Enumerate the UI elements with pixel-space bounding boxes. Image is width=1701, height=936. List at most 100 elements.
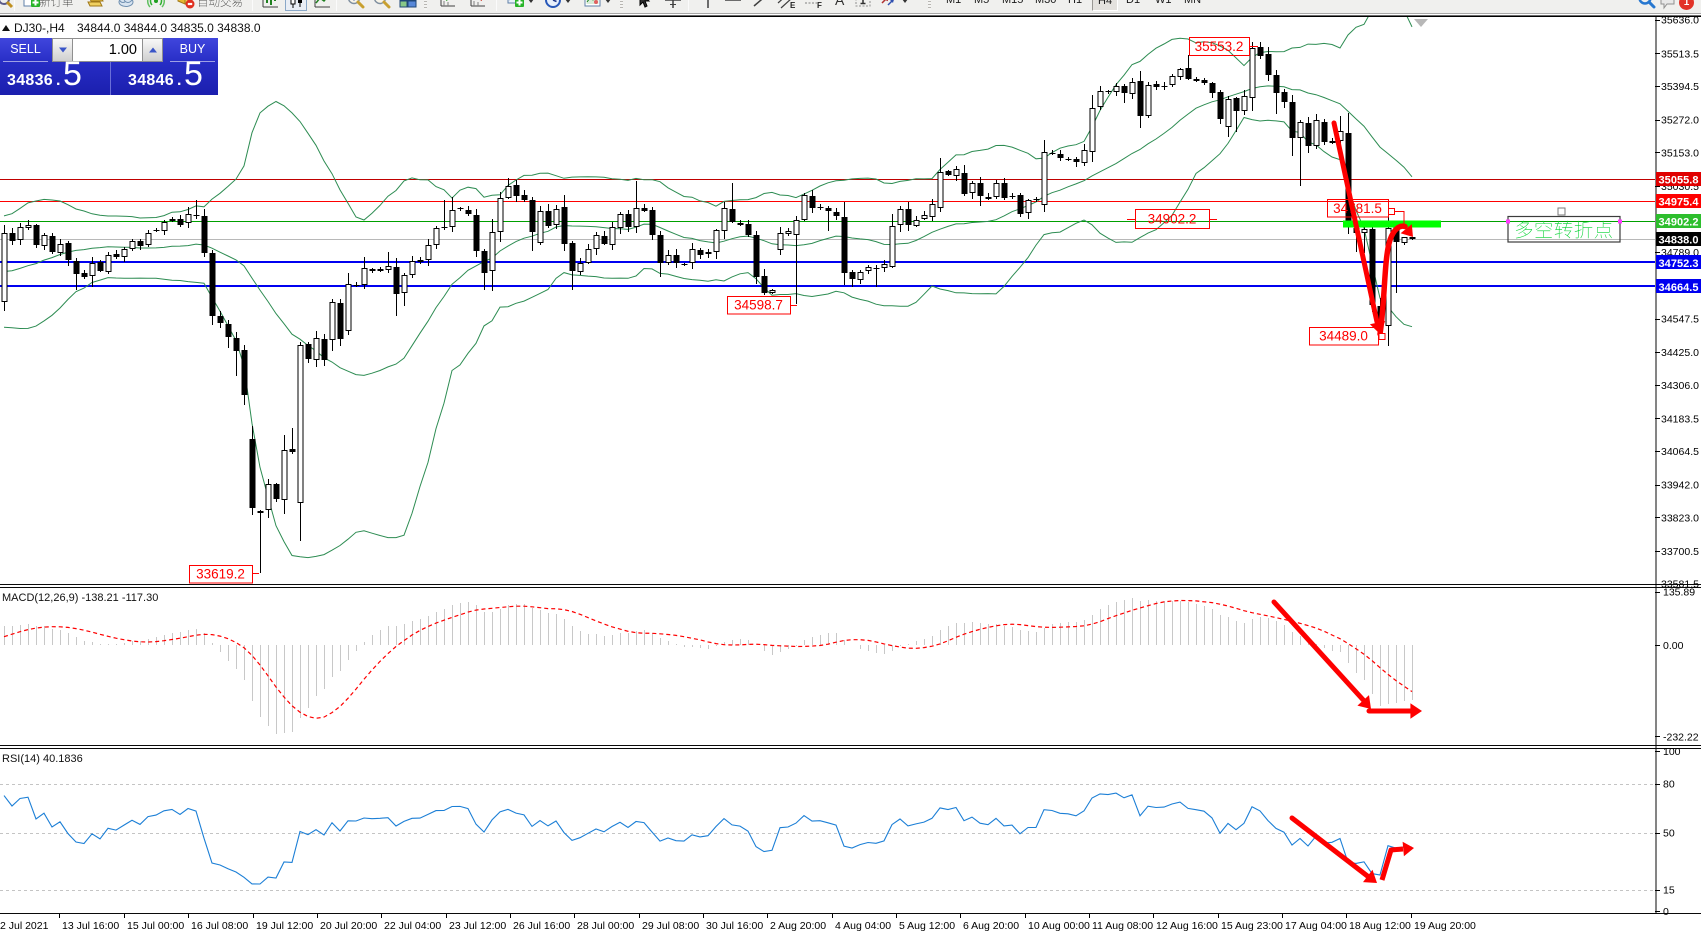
- text-label: 34664.5: [1659, 282, 1699, 294]
- zoom-out-icon[interactable]: [371, 0, 393, 11]
- time-label: 28 Jul 00:00: [577, 920, 634, 932]
- macd-title: MACD(12,26,9) -138.21 -117.30: [2, 592, 158, 604]
- time-label: 18 Aug 12:00: [1349, 920, 1411, 932]
- market-watch-icon[interactable]: [85, 0, 107, 11]
- indicators-add-icon[interactable]: [505, 0, 527, 11]
- sell-price[interactable]: 34836. 5: [0, 55, 108, 95]
- notification-badge[interactable]: 1: [1679, 0, 1694, 10]
- text-object-turning-point[interactable]: [1506, 207, 1622, 243]
- autotrade-label[interactable]: [196, 0, 244, 10]
- rsi-tick-label: 15: [1663, 885, 1675, 897]
- bollinger-upper-band: [3, 17, 1413, 221]
- sell-price-main: 34836: [7, 72, 53, 89]
- vertical-line-icon[interactable]: [697, 0, 719, 11]
- volume-input[interactable]: 1.00: [73, 38, 142, 62]
- text-label: 33619.2: [196, 566, 245, 581]
- price-label-35553.2[interactable]: 35553.2: [1189, 37, 1259, 56]
- chat-icon[interactable]: [1658, 0, 1680, 11]
- profile-prev-icon[interactable]: [467, 0, 489, 11]
- macd-signal-line: [3, 599, 1413, 719]
- new-order-icon[interactable]: [21, 0, 43, 11]
- timeframe-M5[interactable]: M5: [974, 0, 990, 6]
- time-label: 29 Jul 08:00: [642, 920, 699, 932]
- cloud-icon[interactable]: [115, 0, 137, 11]
- zoom-in-icon[interactable]: [345, 0, 367, 11]
- toolbar-separator: [252, 0, 253, 11]
- buy-price-dot: .: [177, 72, 182, 89]
- clipped-magnifier-icon[interactable]: [0, 0, 16, 11]
- time-axis[interactable]: 2 Jul 2021 13 Jul 16:00 15 Jul 00:00 16 Jul…: [0, 914, 1476, 932]
- volume-increase-button[interactable]: [142, 38, 163, 62]
- timeframe-H1[interactable]: H1: [1068, 0, 1083, 6]
- timeframe-M1[interactable]: M1: [946, 0, 962, 6]
- fibonacci-icon[interactable]: F: [802, 0, 824, 11]
- rsi-tick-label: 80: [1663, 779, 1675, 791]
- periods-clock-icon[interactable]: [542, 0, 564, 11]
- horizontal-line-icon[interactable]: [722, 0, 744, 11]
- search-icon[interactable]: [1636, 0, 1658, 11]
- highlight-trend-bar[interactable]: [1343, 220, 1441, 228]
- price-tag-34975.4: 34975.4: [1656, 194, 1701, 209]
- price-label-33619.2[interactable]: 33619.2: [189, 565, 260, 584]
- timeframe-H4[interactable]: H4: [1092, 0, 1119, 11]
- text-icon[interactable]: A: [829, 0, 851, 11]
- time-label: 30 Jul 16:00: [706, 920, 763, 932]
- timeframe-W1[interactable]: W1: [1155, 0, 1172, 6]
- autotrade-icon[interactable]: [175, 0, 197, 11]
- tile-windows-icon[interactable]: [397, 0, 419, 11]
- profile-next-icon[interactable]: [437, 0, 459, 11]
- dropdown-arrow-icon[interactable]: [605, 0, 611, 3]
- dropdown-arrow-icon[interactable]: [902, 0, 908, 3]
- timeframe-D1[interactable]: D1: [1126, 0, 1141, 6]
- price-tick-label: 33942.0: [1661, 480, 1699, 492]
- price-label-34598.7[interactable]: 34598.7: [727, 296, 798, 315]
- templates-icon[interactable]: [582, 0, 604, 11]
- price-tick-label: 34183.5: [1661, 413, 1699, 425]
- toolbar: E F A M1 M5 M15 M30 H1 H4 D1 W1 MN 1: [0, 0, 1701, 13]
- signals-icon[interactable]: [145, 0, 167, 11]
- equidistant-channel-icon[interactable]: E: [775, 0, 797, 11]
- timeframe-M15[interactable]: M15: [1002, 0, 1024, 6]
- price-label-34489.0[interactable]: 34489.0: [1309, 327, 1386, 346]
- price-label-34781.5[interactable]: 34781.5: [1327, 199, 1405, 227]
- arrows-icon[interactable]: [877, 0, 899, 11]
- time-label: 19 Aug 20:00: [1414, 920, 1476, 932]
- chart-shift-marker[interactable]: [1414, 19, 1428, 27]
- red-arrow-rsi-2[interactable]: [1379, 841, 1414, 881]
- toolbar-grip: [424, 0, 427, 10]
- text-label: 34975.4: [1659, 197, 1700, 209]
- main-pane: [0, 17, 1655, 573]
- price-tag-34902.2: 34902.2: [1656, 214, 1701, 229]
- volume-decrease-button[interactable]: [52, 38, 73, 62]
- crosshair-icon[interactable]: [662, 0, 684, 11]
- timeframe-M30[interactable]: M30: [1035, 0, 1057, 6]
- buy-price[interactable]: 34846. 5: [110, 55, 218, 95]
- price-label-34902.2[interactable]: 34902.2: [1127, 209, 1217, 229]
- line-chart-icon[interactable]: [311, 0, 333, 11]
- cursor-icon[interactable]: [632, 0, 654, 11]
- red-arrow-rsi-1[interactable]: [1289, 815, 1377, 883]
- red-arrow-main-2[interactable]: [1377, 223, 1413, 337]
- pane-separator-rsi[interactable]: [0, 745, 1701, 749]
- candlestick-chart-icon[interactable]: [285, 0, 307, 11]
- sell-button[interactable]: SELL: [10, 42, 41, 56]
- price-scale[interactable]: 35636.035513.535394.535272.035153.035030…: [1655, 15, 1701, 918]
- new-order-label[interactable]: [38, 0, 75, 10]
- timeframe-MN[interactable]: MN: [1184, 0, 1202, 6]
- pane-separator-macd[interactable]: [0, 584, 1701, 588]
- dropdown-arrow-icon[interactable]: [565, 0, 571, 3]
- text-label-icon[interactable]: [852, 0, 874, 11]
- buy-button[interactable]: BUY: [179, 42, 206, 56]
- svg-text:A: A: [835, 0, 845, 8]
- bar-chart-icon[interactable]: [259, 0, 281, 11]
- time-label: 10 Aug 00:00: [1028, 920, 1090, 932]
- red-arrow-macd-1[interactable]: [1271, 599, 1371, 709]
- bollinger-middle-band: [3, 85, 1413, 376]
- trendline-icon[interactable]: [750, 0, 772, 11]
- text-label: 35055.8: [1659, 175, 1699, 187]
- collapse-triangle-icon[interactable]: [2, 25, 10, 31]
- dropdown-arrow-icon[interactable]: [528, 0, 534, 3]
- price-tick-label: 35513.5: [1661, 48, 1699, 60]
- red-arrow-macd-2[interactable]: [1366, 703, 1422, 719]
